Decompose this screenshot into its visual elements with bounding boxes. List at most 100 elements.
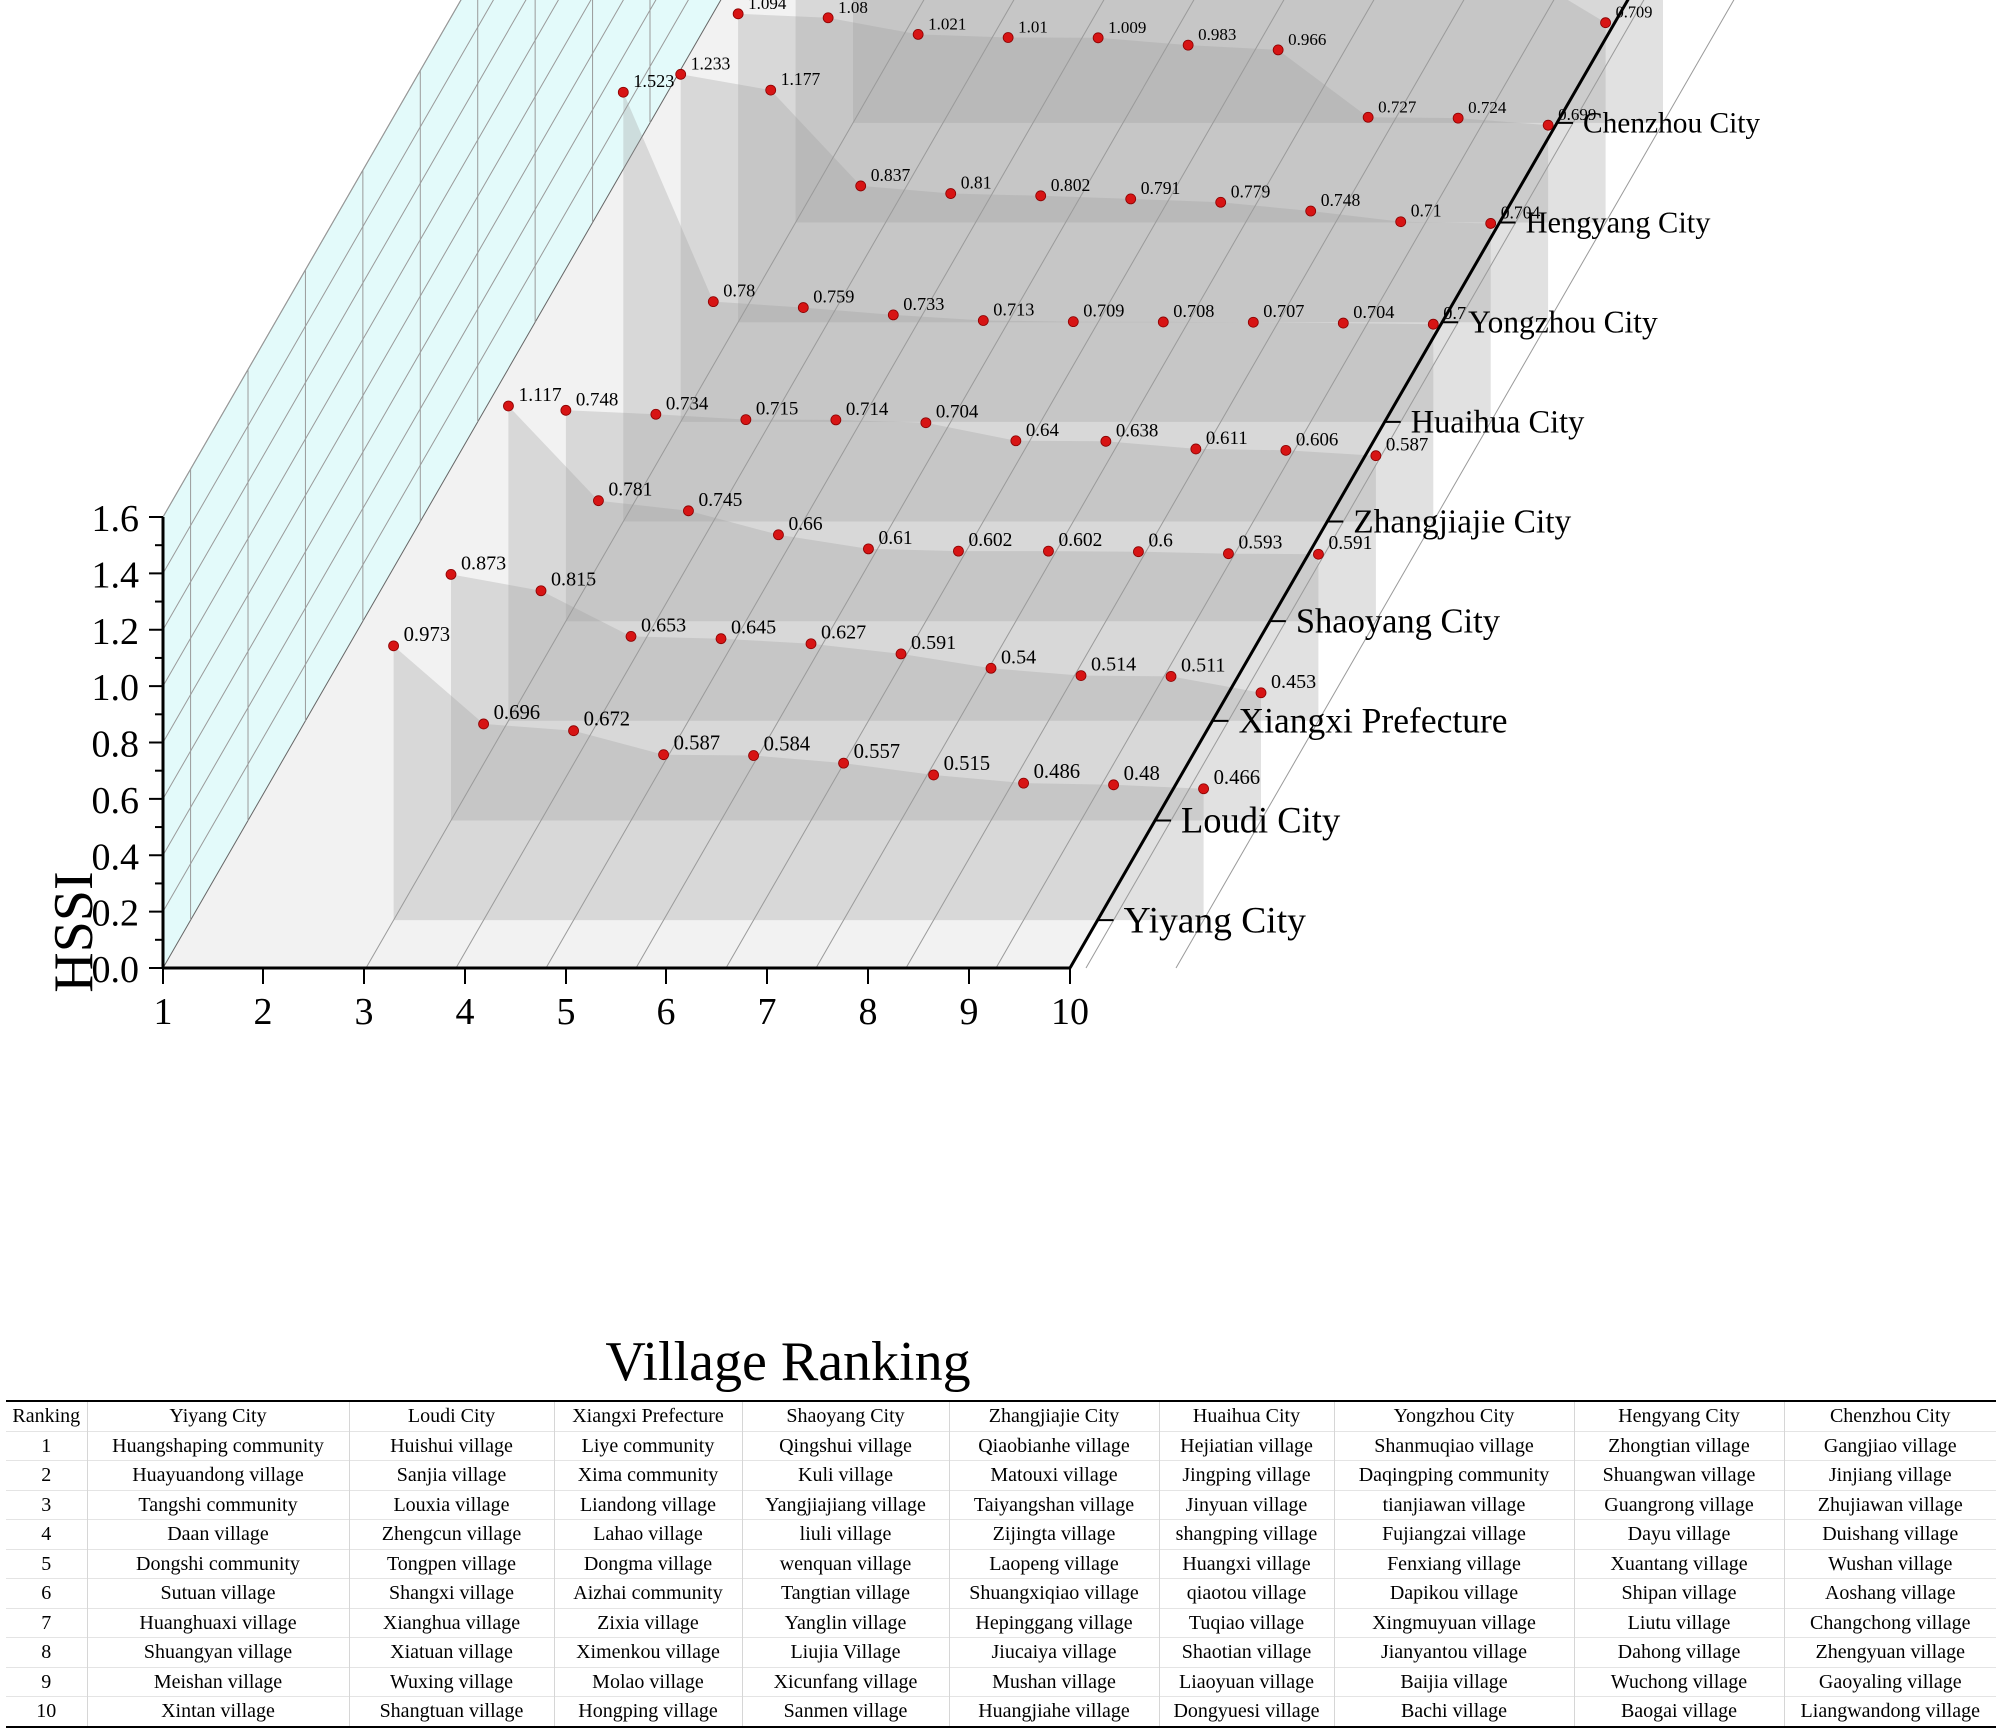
table-cell: Shangtuan village: [348, 1696, 554, 1727]
data-label: 0.708: [1173, 301, 1214, 321]
data-point: [855, 180, 867, 192]
table-cell: Daan village: [86, 1519, 349, 1549]
table-cell: Hepinggang village: [948, 1607, 1159, 1638]
grid-line: [162, 0, 657, 856]
table-cell: Jingping village: [1158, 1460, 1334, 1490]
data-label: 0.557: [854, 741, 901, 763]
table-cell: Jinjiang village: [1783, 1460, 1996, 1490]
data-point: [895, 648, 907, 660]
table-cell: Zhengcun village: [348, 1519, 554, 1549]
depth-tick-label: Yongzhou City: [1468, 305, 1658, 340]
series-areas: [393, 0, 1663, 921]
data-label: 1.094: [748, 0, 787, 13]
data-label: 0.709: [1616, 3, 1653, 22]
data-point: [617, 86, 629, 98]
y-tick-label: 1.4: [92, 554, 140, 596]
data-point: [863, 543, 874, 555]
data-label: 0.672: [584, 709, 631, 731]
data-label: 0.593: [1238, 533, 1282, 554]
data-point: [887, 309, 899, 321]
depth-tick-label: Loudi City: [1181, 800, 1341, 841]
table-cell: Molao village: [553, 1666, 742, 1697]
table-cell: Daqingping community: [1333, 1460, 1574, 1490]
grid-line: [162, 0, 689, 912]
table-cell: Xima community: [553, 1460, 742, 1490]
table-cell: 7: [6, 1607, 87, 1638]
data-point: [830, 414, 842, 426]
table-cell: Sanjia village: [348, 1460, 554, 1490]
data-point: [748, 750, 759, 761]
data-label: 1.233: [691, 53, 731, 73]
table-cell: Liaoyuan village: [1158, 1666, 1334, 1697]
data-label: 1.117: [518, 385, 561, 406]
data-label: 0.66: [788, 514, 822, 535]
data-point: [1100, 435, 1112, 447]
table-cell: 5: [6, 1548, 87, 1579]
table-cell: Zhengyuan village: [1783, 1637, 1996, 1667]
depth-tick-label: Zhangjiajie City: [1353, 504, 1571, 541]
table-cell: Dayu village: [1573, 1519, 1784, 1549]
data-point: [1092, 32, 1104, 44]
x-tick-label: 8: [859, 991, 878, 1033]
depth-tick-label: Huaihua City: [1411, 405, 1585, 441]
table-row: 6 Sutuan village Shangxi village Aizhai com…: [6, 1578, 1996, 1608]
table-cell: Bachi village: [1333, 1696, 1574, 1727]
chart-axes: [149, 0, 1630, 984]
data-label: 0.704: [936, 402, 979, 423]
data-label: 0.602: [1058, 530, 1102, 551]
data-label: 1.523: [633, 71, 674, 91]
data-label: 1.01: [1018, 18, 1048, 37]
data-point: [715, 633, 727, 645]
data-label: 0.779: [1231, 181, 1271, 201]
table-cell: Xintan village: [86, 1696, 349, 1727]
table-cell: 6: [6, 1578, 87, 1608]
grid-line: [905, 0, 1465, 969]
data-label: 0.696: [494, 702, 541, 724]
data-point: [945, 188, 957, 199]
data-point: [560, 404, 572, 416]
x-tick-label: 7: [758, 991, 777, 1033]
data-point: [1125, 193, 1137, 205]
table-cell: Guangrong village: [1573, 1489, 1784, 1520]
data-point: [503, 400, 514, 412]
table-cell: Wuchong village: [1573, 1666, 1784, 1697]
table-cell: Huangjiahe village: [948, 1696, 1159, 1727]
data-point: [1010, 435, 1022, 447]
table-header-cell: Yongzhou City: [1333, 1401, 1574, 1431]
table-cell: Shangxi village: [348, 1578, 554, 1608]
data-label: 0.606: [1296, 429, 1339, 450]
data-label: 0.466: [1214, 767, 1261, 789]
series-area: [680, 74, 1491, 422]
grid-line: [162, 0, 527, 630]
data-point: [1542, 119, 1554, 131]
table-cell: Huangshaping community: [86, 1430, 349, 1461]
data-label: 0.653: [641, 614, 686, 636]
data-label: 0.704: [1501, 202, 1541, 222]
grid-line: [635, 0, 1195, 969]
table-header-cell: Zhangjiajie City: [948, 1401, 1159, 1431]
grid-line: [365, 0, 925, 969]
data-label: 0.713: [993, 300, 1034, 320]
table-row: 1 Huangshaping community Huishui village Li…: [6, 1430, 1996, 1461]
data-point: [805, 638, 817, 650]
table-cell: qiaotou village: [1158, 1578, 1334, 1608]
x-axis-title: Village Ranking: [605, 1331, 970, 1393]
table-cell: Xingmuyuan village: [1333, 1607, 1574, 1638]
data-label: 0.724: [1468, 98, 1507, 117]
table-header-row: Ranking Yiyang City Loudi City Xiangxi Pref…: [6, 1401, 1996, 1431]
y-tick-label: 0.0: [92, 949, 140, 991]
table-row: 10 Xintan village Shangtuan village Hongpin…: [6, 1696, 1996, 1727]
table-cell: Qiaobianhe village: [948, 1430, 1159, 1461]
data-point: [740, 414, 752, 426]
table-cell: Huanghuaxi village: [86, 1607, 349, 1638]
table-cell: liuli village: [741, 1519, 949, 1549]
table-cell: Shanmuqiao village: [1333, 1430, 1574, 1461]
table-cell: 1: [6, 1430, 87, 1461]
x-tick-label: 10: [1051, 991, 1089, 1033]
table-header-cell: Shaoyang City: [741, 1401, 949, 1431]
table-cell: Dongshi community: [86, 1548, 349, 1579]
data-label: 0.511: [1181, 654, 1225, 676]
data-label: 0.704: [1353, 302, 1394, 322]
table-cell: Aoshang village: [1783, 1578, 1996, 1608]
village-ranking-table: Ranking Yiyang City Loudi City Xiangxi Pref…: [6, 1400, 1996, 1728]
